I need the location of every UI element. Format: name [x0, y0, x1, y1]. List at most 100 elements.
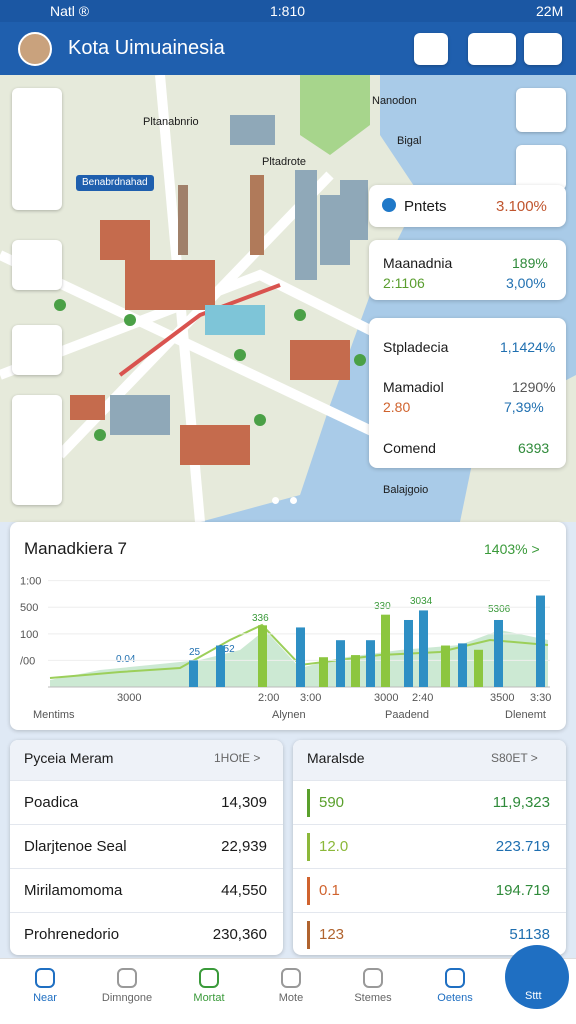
map-label: Pltanabnrio: [143, 116, 199, 128]
tool-button[interactable]: [516, 88, 566, 132]
list-title: Maralsde: [307, 750, 365, 766]
overlay-card[interactable]: [369, 185, 566, 227]
row-value: 194.719: [495, 882, 550, 899]
list-row[interactable]: 12.0 223.719: [293, 824, 566, 868]
x-label: Dlenemt: [505, 709, 546, 721]
y-tick-label: 100: [20, 629, 38, 641]
nav-icon: [363, 968, 383, 988]
overlay-card[interactable]: [369, 240, 566, 300]
y-tick-label: 1:00: [20, 576, 41, 588]
nav-item[interactable]: Oetens: [437, 992, 473, 1004]
row-value: 51138: [509, 926, 550, 943]
list-card: Maralsde S80ET > 590 11,9,323 12.0 223.719 0…: [293, 740, 566, 955]
nav-icon: [445, 968, 465, 988]
list-card: Pyceia Meram 1HOtE > Poadica 14,309 Dlarjt…: [10, 740, 283, 955]
list-row[interactable]: 590 11,9,323: [293, 780, 566, 824]
row-value: 14,309: [221, 794, 267, 811]
annotation: 3034: [410, 596, 433, 607]
avatar[interactable]: [18, 32, 52, 66]
tool-button[interactable]: [516, 145, 566, 190]
row-value: 11,9,323: [492, 794, 550, 811]
row-accent: [307, 833, 310, 861]
bar: [474, 649, 483, 687]
map-label: Nanodon: [372, 95, 417, 107]
bar: [189, 660, 198, 687]
icon-button[interactable]: [414, 33, 448, 65]
fab[interactable]: [505, 945, 569, 1009]
chart-title: Manadkiera 7: [24, 539, 128, 558]
card-label: Pntets: [404, 198, 447, 215]
nav-item[interactable]: Mote: [278, 992, 304, 1004]
card-label: Comend: [383, 440, 436, 456]
list-header: [293, 740, 566, 780]
list-row[interactable]: Dlarjtenoe Seal 22,939: [10, 824, 283, 868]
list-link[interactable]: S80ET >: [491, 751, 538, 765]
icon-button[interactable]: [468, 33, 516, 65]
card-label: Maanadnia: [383, 255, 453, 271]
annotation: 25: [189, 647, 201, 658]
bar: [404, 619, 413, 687]
chart-link[interactable]: 1403% >: [484, 541, 540, 557]
app-title: Kota Uimuainesia: [68, 37, 225, 59]
annotation: 5306: [488, 604, 511, 615]
tool-button[interactable]: [12, 240, 62, 290]
y-tick-label: /00: [20, 655, 35, 667]
list-row[interactable]: 0.1 194.719: [293, 868, 566, 912]
list-row[interactable]: Mirilamomoma 44,550: [10, 868, 283, 912]
list-row[interactable]: Prohrenedorio 230,360: [10, 912, 283, 955]
annotation: 352: [218, 644, 235, 655]
tool-group[interactable]: [12, 395, 62, 505]
x-tick-label: 2:00: [258, 692, 279, 704]
map-label: Benabrdnahad: [82, 177, 148, 188]
map-label: Bigal: [397, 135, 422, 147]
nav-item[interactable]: Near: [33, 992, 57, 1004]
row-label: Mirilamomoma: [24, 882, 123, 899]
tool-group[interactable]: [12, 88, 62, 210]
card-sub-value: 3,00%: [506, 275, 546, 291]
x-tick-label: 3000: [374, 692, 398, 704]
time: 1:810: [270, 3, 306, 19]
battery: 22M: [536, 3, 564, 19]
x-tick-label: 3:00: [300, 692, 321, 704]
bar: [366, 640, 375, 687]
card-value: 3.100%: [496, 198, 547, 215]
bar: [458, 643, 467, 687]
bar: [351, 655, 360, 687]
page-dot: [272, 497, 279, 504]
icon-button[interactable]: [524, 33, 562, 65]
bar-chart: 0.04 25 352 336 330 3034 5306 1:00 500 100…: [20, 576, 551, 721]
list-header: [10, 740, 283, 780]
card-value: 1,1424%: [500, 339, 556, 355]
list-row[interactable]: Poadica 14,309: [10, 780, 283, 824]
icon: [382, 198, 396, 212]
row-label: Poadica: [24, 794, 79, 811]
nav-item[interactable]: Mortat: [193, 992, 225, 1004]
row-label: 123: [319, 926, 345, 943]
list-link[interactable]: 1HOtE >: [214, 751, 261, 765]
row-value: 230,360: [212, 926, 267, 943]
bar: [216, 645, 225, 687]
card-value: 7,39%: [504, 399, 544, 415]
overlay-card[interactable]: [369, 318, 566, 468]
row-label: Prohrenedorio: [24, 926, 120, 943]
map-label: Pltadrote: [262, 156, 307, 168]
x-label: Paadend: [385, 709, 429, 721]
nav-icon: [35, 968, 55, 988]
bar: [296, 627, 305, 687]
bar: [494, 619, 503, 687]
nav-item[interactable]: Stemes: [354, 992, 392, 1004]
tool-button[interactable]: [12, 325, 62, 375]
nav-icon: [199, 968, 219, 988]
card-label: Stpladecia: [383, 339, 449, 355]
nav-item[interactable]: Dimngone: [101, 992, 153, 1004]
x-tick-label: 3:30: [530, 692, 551, 704]
annotation: 336: [252, 613, 269, 624]
row-value: 22,939: [221, 838, 267, 855]
row-accent: [307, 877, 310, 905]
list-row[interactable]: 123 51138: [293, 912, 566, 955]
fab-label: Sttt: [525, 990, 542, 1002]
bar: [381, 614, 390, 687]
bar: [258, 625, 267, 687]
bar: [319, 657, 328, 687]
